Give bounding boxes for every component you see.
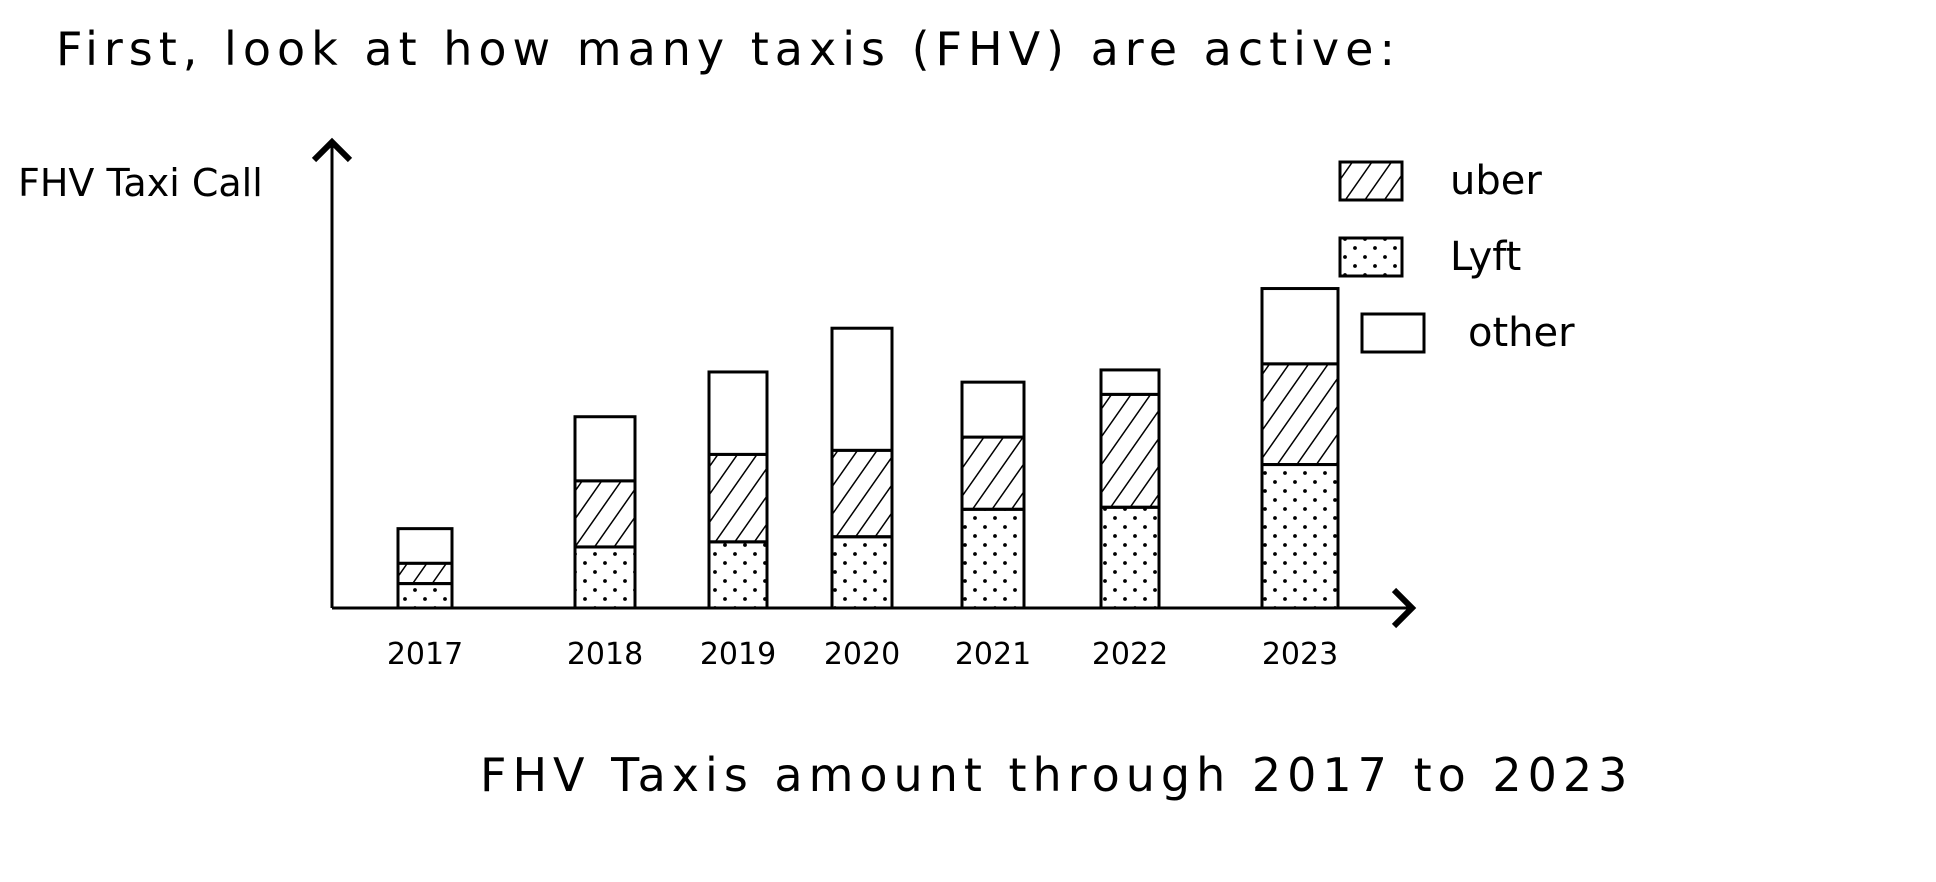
x-tick-label-2019: 2019 [700, 637, 776, 672]
y-axis-label: FHV Taxi Call [18, 161, 263, 205]
legend-swatch-other [1360, 312, 1426, 354]
legend-label-uber: uber [1450, 158, 1542, 204]
legend-label-lyft: Lyft [1450, 234, 1521, 280]
bar-segment-lyft-2022 [1099, 505, 1161, 610]
x-tick-label-2018: 2018 [567, 637, 643, 672]
x-tick-label-2021: 2021 [955, 637, 1031, 672]
bar-segment-uber-2021 [960, 435, 1026, 511]
bar-segment-lyft-2020 [830, 535, 894, 610]
x-tick-labels: 2017 2018 2019 2020 2021 2022 2023 [387, 637, 1338, 672]
x-tick-label-2020: 2020 [824, 637, 900, 672]
bar-segment-uber-2017 [396, 561, 454, 586]
page-heading: First, look at how many taxis (FHV) are … [56, 22, 1401, 76]
bar-segment-other-2021 [960, 380, 1026, 439]
x-tick-label-2022: 2022 [1092, 637, 1168, 672]
bar-group [396, 287, 1340, 610]
bar-segment-other-2019 [707, 370, 769, 456]
bar-segment-other-2020 [830, 326, 894, 452]
legend: uber Lyft other [1338, 158, 1575, 356]
x-tick-label-2017: 2017 [387, 637, 463, 672]
bar-segment-other-2023 [1260, 287, 1340, 366]
bar-segment-other-2017 [396, 527, 454, 565]
bar-segment-lyft-2018 [573, 545, 637, 610]
bar-segment-uber-2018 [573, 479, 637, 549]
bar-segment-uber-2023 [1260, 362, 1340, 467]
legend-swatch-uber [1338, 160, 1404, 202]
bar-segment-uber-2022 [1099, 392, 1161, 509]
bar-segment-uber-2019 [707, 452, 769, 544]
bar-segment-other-2018 [573, 415, 637, 483]
bar-segment-lyft-2017 [396, 582, 454, 610]
legend-swatch-lyft [1338, 236, 1404, 278]
bar-segment-uber-2020 [830, 448, 894, 539]
bar-segment-lyft-2023 [1260, 463, 1340, 610]
x-tick-label-2023: 2023 [1262, 637, 1338, 672]
bar-segment-lyft-2019 [707, 540, 769, 610]
bar-segment-other-2022 [1099, 368, 1161, 396]
legend-label-other: other [1468, 310, 1575, 356]
chart-caption: FHV Taxis amount through 2017 to 2023 [480, 748, 1634, 802]
bar-segment-lyft-2021 [960, 507, 1026, 610]
